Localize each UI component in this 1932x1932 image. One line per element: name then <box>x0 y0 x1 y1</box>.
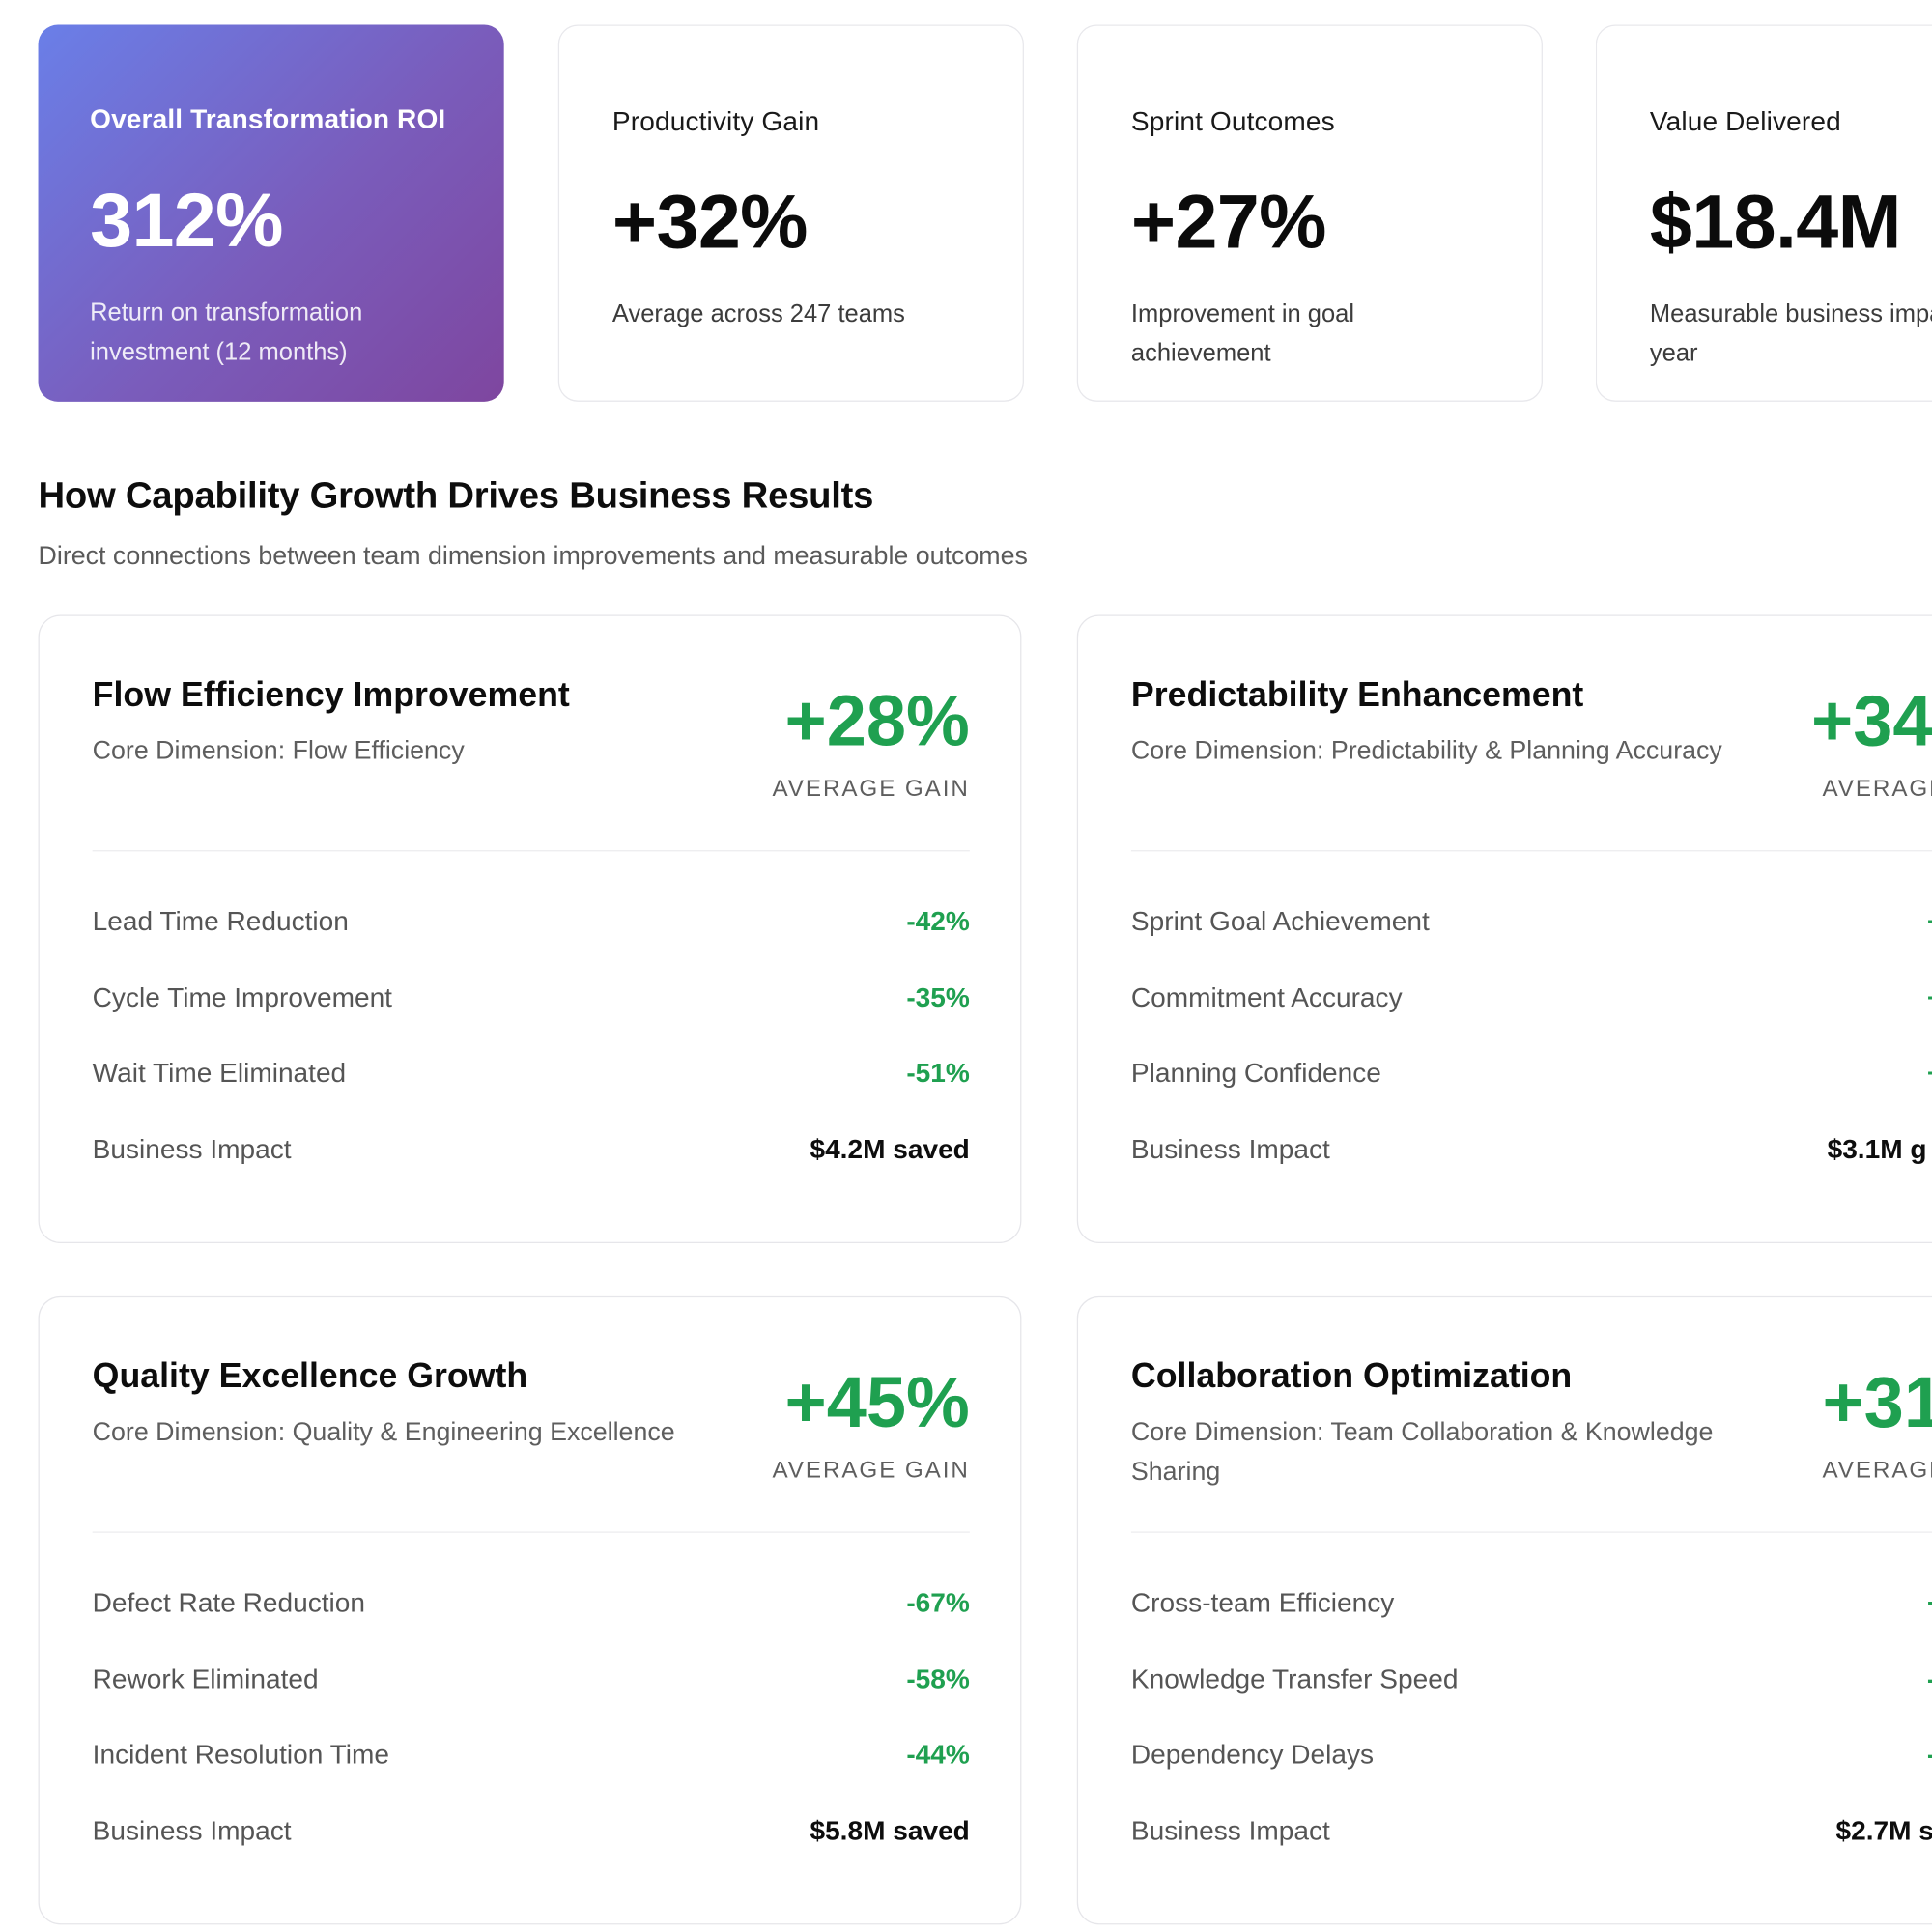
kpi-description: Average across 247 teams <box>611 300 905 328</box>
metric-label: Wait Time Eliminated <box>92 1057 347 1089</box>
metric-label: Commitment Accuracy <box>1130 981 1403 1013</box>
metric-row: Lead Time Reduction -42% <box>93 905 970 942</box>
dimension-gain-label: AVERAGE <box>1822 1457 1932 1484</box>
metric-value: + <box>1927 1587 1932 1619</box>
dimension-title: Flow Efficiency Improvement <box>92 674 570 714</box>
metric-value: -58% <box>906 1662 970 1694</box>
business-impact-value: $4.2M saved <box>810 1133 970 1165</box>
dimension-title: Predictability Enhancement <box>1130 674 1584 714</box>
dimension-subtitle: Core Dimension: Flow Efficiency <box>92 736 465 766</box>
dimension-card-collaboration: Collaboration Optimization Core Dimensio… <box>1076 1295 1932 1925</box>
metric-value: + <box>1927 1057 1932 1089</box>
kpi-card-value-delivered: Value Delivered $18.4M Measurable busine… <box>1595 24 1932 402</box>
kpi-title: Sprint Outcomes <box>1130 105 1335 137</box>
metric-value: -67% <box>906 1586 970 1618</box>
dimension-gain: +31 <box>1822 1362 1932 1443</box>
kpi-title: Value Delivered <box>1649 105 1841 137</box>
kpi-value: +27% <box>1130 180 1327 266</box>
dimension-title: Collaboration Optimization <box>1130 1356 1573 1395</box>
metric-label: Dependency Delays <box>1130 1738 1375 1770</box>
metric-row: Commitment Accuracy + <box>1131 982 1932 1019</box>
metric-row: Knowledge Transfer Speed - <box>1131 1663 1932 1700</box>
dimension-gain-label: AVERAGE GAIN <box>772 1457 970 1484</box>
dimension-card-flow-efficiency: Flow Efficiency Improvement Core Dimensi… <box>38 614 1022 1243</box>
divider <box>92 850 970 852</box>
metric-label: Planning Confidence <box>1130 1057 1381 1089</box>
dimension-gain: +45% <box>784 1362 970 1443</box>
dimension-subtitle: Core Dimension: Quality & Engineering Ex… <box>92 1418 675 1447</box>
metric-row: Cycle Time Improvement -35% <box>93 982 970 1019</box>
metric-label: Knowledge Transfer Speed <box>1130 1662 1459 1694</box>
metric-value: - <box>1927 1739 1932 1771</box>
dimension-gain-label: AVERAGE GAIN <box>772 776 970 803</box>
metric-label: Cross-team Efficiency <box>1130 1586 1395 1618</box>
kpi-card-roi: Overall Transformation ROI 312% Return o… <box>38 24 504 402</box>
metric-row: Business Impact $3.1M g <box>1131 1133 1932 1170</box>
kpi-description: Measurable business impact this year <box>1649 300 1932 368</box>
metric-label: Business Impact <box>92 1814 292 1846</box>
metric-row: Incident Resolution Time -44% <box>93 1739 970 1776</box>
divider <box>1130 1531 1932 1533</box>
business-impact-value: $5.8M saved <box>810 1814 970 1846</box>
metric-label: Sprint Goal Achievement <box>1130 905 1430 937</box>
kpi-title: Overall Transformation ROI <box>90 103 446 135</box>
metric-value: + <box>1927 982 1932 1014</box>
metric-row: Wait Time Eliminated -51% <box>93 1057 970 1094</box>
kpi-description: Improvement in goal achievement <box>1130 300 1355 368</box>
metric-row: Cross-team Efficiency + <box>1131 1587 1932 1624</box>
metric-label: Rework Eliminated <box>92 1662 319 1694</box>
divider <box>92 1531 970 1533</box>
kpi-value: 312% <box>90 178 283 264</box>
metric-label: Business Impact <box>1130 1133 1330 1165</box>
metric-label: Incident Resolution Time <box>92 1738 389 1770</box>
kpi-description: Return on transformation investment (12 … <box>90 298 363 366</box>
metric-label: Business Impact <box>92 1133 292 1165</box>
metric-value: - <box>1927 1663 1932 1695</box>
business-impact-value: $2.7M s <box>1835 1814 1932 1846</box>
metric-label: Lead Time Reduction <box>92 905 349 937</box>
kpi-title: Productivity Gain <box>611 105 820 137</box>
metric-row: Sprint Goal Achievement + <box>1131 905 1932 942</box>
section-title: How Capability Growth Drives Business Re… <box>38 475 874 517</box>
metric-row: Business Impact $5.8M saved <box>93 1815 970 1852</box>
dimension-subtitle: Core Dimension: Team Collaboration & Kno… <box>1130 1418 1714 1487</box>
dimension-gain: +34 <box>1810 681 1932 762</box>
metric-row: Rework Eliminated -58% <box>93 1663 970 1700</box>
section-subtitle: Direct connections between team dimensio… <box>38 542 1028 571</box>
metric-value: -51% <box>906 1057 970 1089</box>
business-impact-value: $3.1M g <box>1827 1133 1927 1165</box>
dimension-card-quality: Quality Excellence Growth Core Dimension… <box>38 1295 1022 1925</box>
dimension-title: Quality Excellence Growth <box>92 1356 528 1395</box>
dimension-gain-label: AVERAGE <box>1822 776 1932 803</box>
divider <box>1130 850 1932 852</box>
metric-value: + <box>1927 905 1932 937</box>
metric-row: Planning Confidence + <box>1131 1057 1932 1094</box>
kpi-card-productivity: Productivity Gain +32% Average across 24… <box>557 24 1024 402</box>
dimension-card-predictability: Predictability Enhancement Core Dimensio… <box>1076 614 1932 1243</box>
metric-row: Business Impact $4.2M saved <box>93 1133 970 1170</box>
kpi-value: +32% <box>611 180 809 266</box>
dimension-subtitle: Core Dimension: Predictability & Plannin… <box>1130 736 1722 766</box>
metric-label: Defect Rate Reduction <box>92 1586 365 1618</box>
kpi-card-sprint-outcomes: Sprint Outcomes +27% Improvement in goal… <box>1076 24 1543 402</box>
metric-row: Defect Rate Reduction -67% <box>93 1587 970 1624</box>
metric-row: Dependency Delays - <box>1131 1739 1932 1776</box>
dimension-gain: +28% <box>784 681 970 762</box>
metric-value: -35% <box>906 981 970 1013</box>
kpi-value: $18.4M <box>1649 180 1902 266</box>
metric-label: Business Impact <box>1130 1814 1330 1846</box>
metric-row: Business Impact $2.7M s <box>1131 1815 1932 1852</box>
metric-label: Cycle Time Improvement <box>92 981 392 1013</box>
metric-value: -42% <box>906 905 970 937</box>
metric-value: -44% <box>906 1738 970 1770</box>
